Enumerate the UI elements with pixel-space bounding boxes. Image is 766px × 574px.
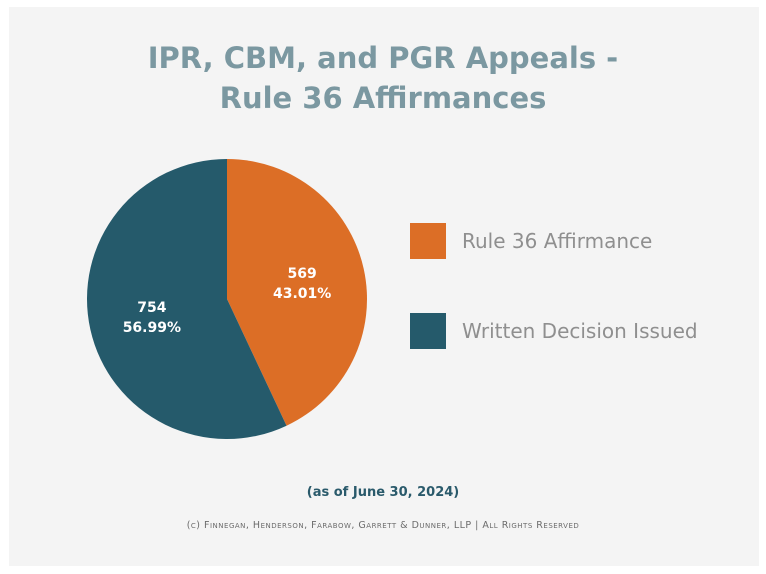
pie-slice-written-decision xyxy=(86,159,287,439)
legend-swatch-rule36 xyxy=(410,223,446,259)
slice-value-label-rule36: 569 xyxy=(288,266,317,282)
chart-title-line1: IPR, CBM, and PGR Appeals - xyxy=(147,41,619,75)
legend-label-rule36: Rule 36 Affirmance xyxy=(462,229,653,253)
slice-percent-label-rule36: 43.01% xyxy=(273,286,331,302)
pie-slice-rule36 xyxy=(227,159,367,426)
legend-label-written-decision: Written Decision Issued xyxy=(462,319,698,343)
slice-percent-label-written-decision: 56.99% xyxy=(123,320,181,336)
as-of-date: (as of June 30, 2024) xyxy=(306,485,460,500)
legend-item-written-decision: Written Decision Issued xyxy=(410,313,698,349)
legend-item-rule36: Rule 36 Affirmance xyxy=(410,223,652,259)
copyright-notice: (c) Finnegan, Henderson, Farabow, Garret… xyxy=(186,520,580,531)
chart-title: IPR, CBM, and PGR Appeals - Rule 36 Affi… xyxy=(0,38,766,118)
chart-title-line2: Rule 36 Affirmances xyxy=(219,81,547,115)
legend-swatch-written-decision xyxy=(410,313,446,349)
slice-value-label-written-decision: 754 xyxy=(137,300,166,316)
